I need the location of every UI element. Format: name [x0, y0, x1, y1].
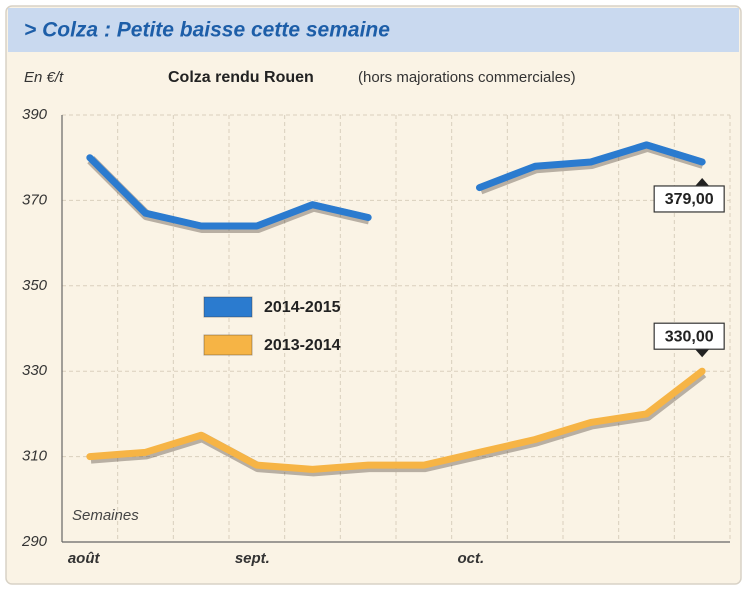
chart-title: Colza rendu Rouen [168, 69, 314, 86]
header-band [8, 8, 739, 52]
legend-label: 2014-2015 [264, 299, 341, 316]
legend-swatch [203, 334, 253, 356]
series-line [86, 367, 706, 473]
legend-label: 2013-2014 [264, 337, 341, 354]
value-label-box [653, 322, 725, 350]
header-title: > Colza : Petite baisse cette semaine [24, 19, 390, 42]
value-label-box [653, 185, 725, 213]
y-tick-label: 310 [22, 448, 48, 465]
y-tick-label: 290 [21, 533, 48, 550]
x-tick-label: sept. [235, 550, 270, 567]
y-tick-label: 350 [22, 277, 48, 294]
x-tick-label: août [68, 550, 101, 567]
annotation: Semaines [72, 507, 139, 524]
legend-swatch [203, 296, 253, 318]
value-label: 379,00 [665, 191, 714, 208]
frame [5, 5, 742, 585]
value-label-pointer [695, 177, 710, 186]
y-tick-label: 330 [22, 362, 48, 379]
y-tick-label: 390 [22, 106, 48, 123]
series-line [86, 141, 706, 230]
value-label-pointer [695, 349, 710, 358]
value-label: 330,00 [665, 328, 714, 345]
y-axis-label: En €/t [24, 69, 64, 86]
y-tick-label: 370 [22, 191, 48, 208]
chart-subtitle: (hors majorations commerciales) [358, 69, 576, 86]
x-tick-label: oct. [458, 550, 485, 567]
